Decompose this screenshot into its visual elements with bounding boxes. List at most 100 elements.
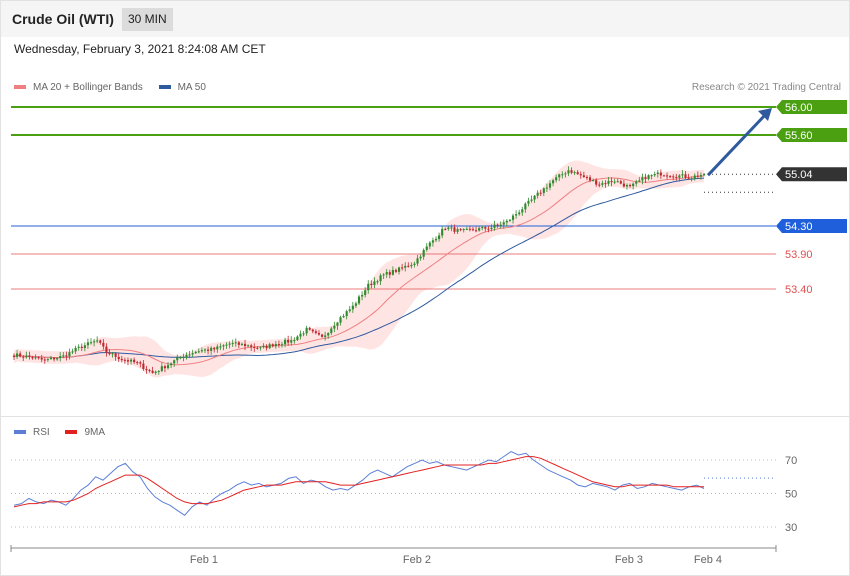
- candle-body: [364, 290, 367, 296]
- candle-body: [96, 340, 99, 342]
- candle-body: [129, 359, 133, 362]
- candle-body: [484, 227, 487, 229]
- candle-body: [558, 174, 561, 178]
- candle-body: [28, 355, 31, 357]
- candle-body: [515, 214, 518, 216]
- candle-body: [465, 228, 468, 230]
- candle-body: [265, 345, 268, 349]
- candle-body: [274, 343, 277, 347]
- candle-body: [511, 215, 515, 220]
- candle-body: [102, 342, 105, 347]
- candle-body: [342, 316, 345, 318]
- candle-body: [139, 362, 142, 364]
- candle-body: [62, 355, 65, 357]
- candle-body: [173, 360, 176, 364]
- candle-body: [444, 228, 447, 230]
- candle-body: [487, 228, 490, 230]
- legend-main: MA 20 + Bollinger Bands MA 50: [14, 82, 206, 93]
- candle-body: [431, 240, 435, 243]
- candle-body: [613, 181, 616, 183]
- legend-item-ma20: MA 20 + Bollinger Bands: [14, 82, 146, 93]
- candle-body: [46, 359, 49, 361]
- candle-body: [391, 269, 394, 275]
- panel-divider: [1, 416, 849, 417]
- candle-body: [52, 357, 56, 360]
- candle-body: [253, 347, 256, 349]
- candle-body: [308, 327, 311, 330]
- candle-body: [585, 176, 589, 178]
- timeframe-badge[interactable]: 30 MIN: [122, 8, 173, 31]
- candle-body: [462, 229, 465, 231]
- candle-body: [188, 354, 191, 356]
- candle-body: [385, 272, 388, 275]
- rsi-swatch: [14, 430, 26, 435]
- candle-body: [678, 175, 681, 178]
- rsi-tick-label: 50: [785, 489, 797, 501]
- candle-body: [256, 347, 259, 349]
- candle-body: [123, 359, 126, 361]
- candle-body: [200, 350, 203, 352]
- candle-body: [505, 220, 508, 223]
- candle-body: [394, 269, 398, 272]
- candle-body: [12, 355, 16, 357]
- candle-body: [641, 177, 644, 181]
- candle-body: [441, 228, 444, 236]
- candle-body: [179, 357, 182, 359]
- candle-body: [206, 349, 210, 351]
- level-label-current: 55.04: [785, 169, 813, 181]
- candle-body: [555, 177, 558, 181]
- candle-body: [653, 173, 656, 176]
- candle-body: [25, 355, 28, 358]
- level-tag-current: [776, 167, 847, 182]
- level-label-pivot: 54.30: [785, 221, 813, 233]
- candle-body: [425, 246, 428, 250]
- candle-body: [499, 224, 502, 226]
- legend-item-ma50: MA 50: [158, 82, 206, 93]
- candle-body: [456, 229, 459, 232]
- candle-body: [330, 328, 333, 334]
- candle-body: [243, 343, 247, 347]
- candle-body: [228, 343, 231, 345]
- candle-body: [382, 274, 385, 276]
- x-tick-label: Feb 2: [403, 554, 431, 566]
- candle-body: [170, 363, 173, 366]
- candle-body: [287, 339, 290, 343]
- candle-body: [157, 370, 160, 372]
- candle-body: [588, 177, 592, 181]
- rsi-tick-label: 30: [785, 522, 797, 534]
- candle-body: [22, 356, 25, 358]
- candle-body: [293, 340, 296, 342]
- ma20-swatch: [14, 85, 26, 90]
- candle-body: [628, 184, 632, 187]
- candle-body: [222, 345, 225, 347]
- candle-body: [635, 181, 638, 184]
- level-label-resistance: 56.00: [785, 102, 813, 114]
- legend-rsi: RSI 9MA: [14, 427, 105, 438]
- candle-body: [56, 358, 59, 360]
- projection-arrow-shaft: [706, 112, 768, 177]
- candle-body: [419, 256, 422, 259]
- candle-body: [397, 267, 401, 272]
- candle-body: [638, 180, 641, 182]
- candle-body: [702, 174, 706, 176]
- legend-label-rsi: RSI: [33, 427, 50, 438]
- level-label-resistance: 55.60: [785, 130, 813, 142]
- candle-body: [564, 173, 567, 175]
- candle-body: [699, 175, 702, 177]
- candle-body: [478, 228, 481, 231]
- candle-body: [336, 322, 339, 326]
- candle-body: [191, 353, 194, 355]
- candle-body: [665, 175, 669, 177]
- candle-body: [527, 200, 530, 204]
- candle-body: [154, 371, 157, 373]
- rsi-line: [13, 451, 705, 516]
- candle-body: [142, 363, 145, 369]
- candle-body: [561, 174, 564, 176]
- candle-body: [86, 342, 90, 346]
- level-tag-resistance: [776, 100, 847, 114]
- candle-body: [496, 224, 499, 226]
- candle-body: [213, 347, 216, 350]
- candle-body: [595, 180, 598, 185]
- candle-body: [234, 342, 237, 344]
